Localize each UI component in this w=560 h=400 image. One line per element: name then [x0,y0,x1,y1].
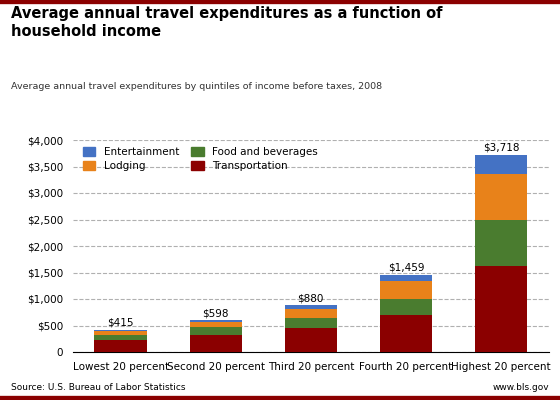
Bar [380,281,432,299]
Text: www.bls.gov: www.bls.gov [492,383,549,392]
Bar [95,330,147,331]
Bar [475,155,527,174]
Bar [95,340,147,352]
Bar [284,305,337,308]
Bar [189,335,242,352]
Bar [189,322,242,327]
Text: $598: $598 [203,308,229,318]
Text: Source: U.S. Bureau of Labor Statistics: Source: U.S. Bureau of Labor Statistics [11,383,186,392]
Bar [475,174,527,220]
Bar [284,308,337,318]
Legend: Entertainment, Lodging, Food and beverages, Transportation: Entertainment, Lodging, Food and beverag… [83,147,318,171]
Bar [475,220,527,266]
Bar [475,266,527,352]
Bar [380,275,432,281]
Text: $415: $415 [108,318,134,328]
Text: $1,459: $1,459 [388,262,424,272]
Bar [189,327,242,335]
Bar [284,328,337,352]
Bar [284,318,337,328]
Bar [95,335,147,340]
Bar [380,299,432,315]
Bar [189,320,242,322]
Text: $3,718: $3,718 [483,143,519,153]
Text: $880: $880 [297,293,324,303]
Text: Average annual travel expenditures as a function of
household income: Average annual travel expenditures as a … [11,6,443,39]
Text: Average annual travel expenditures by quintiles of income before taxes, 2008: Average annual travel expenditures by qu… [11,82,382,91]
Bar [95,331,147,335]
Bar [380,315,432,352]
